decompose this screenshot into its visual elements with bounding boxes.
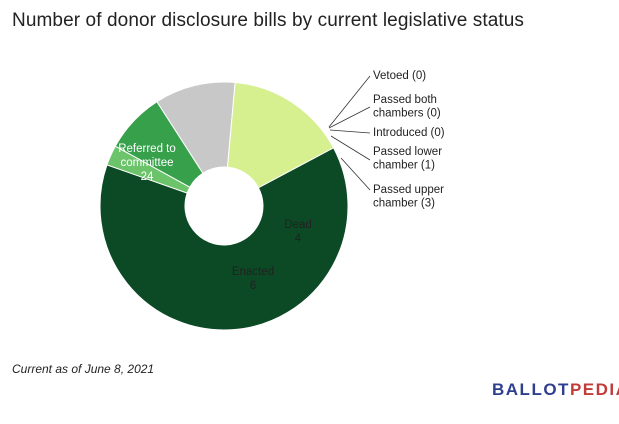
leader-line — [340, 157, 371, 191]
slice-label-enacted: Enacted 6 — [232, 266, 274, 292]
slice-label-introduced-0: Introduced (0) — [373, 127, 445, 139]
ballotpedia-logo: BALLOTPEDIA — [492, 380, 619, 400]
slice-label-passed-both-chambers-0: Passed both chambers (0) — [373, 94, 441, 120]
logo-part-pedia: PEDIA — [569, 380, 619, 399]
leader-line — [328, 106, 371, 129]
chart-title: Number of donor disclosure bills by curr… — [12, 10, 525, 31]
leader-line — [328, 75, 371, 128]
slice-label-dead: Dead 4 — [284, 219, 312, 245]
slice-enacted — [226, 81, 335, 189]
leader-line — [330, 135, 371, 161]
slice-label-vetoed-0: Vetoed (0) — [373, 70, 426, 82]
footnote: Current as of June 8, 2021 — [12, 362, 155, 376]
slice-label-passed-lower-chamber-1: Passed lower chamber (1) — [373, 146, 442, 172]
slice-label-referred-to-committee: Referred to committee 24 — [118, 143, 176, 183]
slice-referred-to-committee — [99, 147, 349, 331]
slice-label-passed-upper-chamber-3: Passed upper chamber (3) — [373, 184, 444, 210]
leader-line — [329, 129, 371, 134]
logo-part-ballot: BALLOT — [492, 380, 570, 399]
